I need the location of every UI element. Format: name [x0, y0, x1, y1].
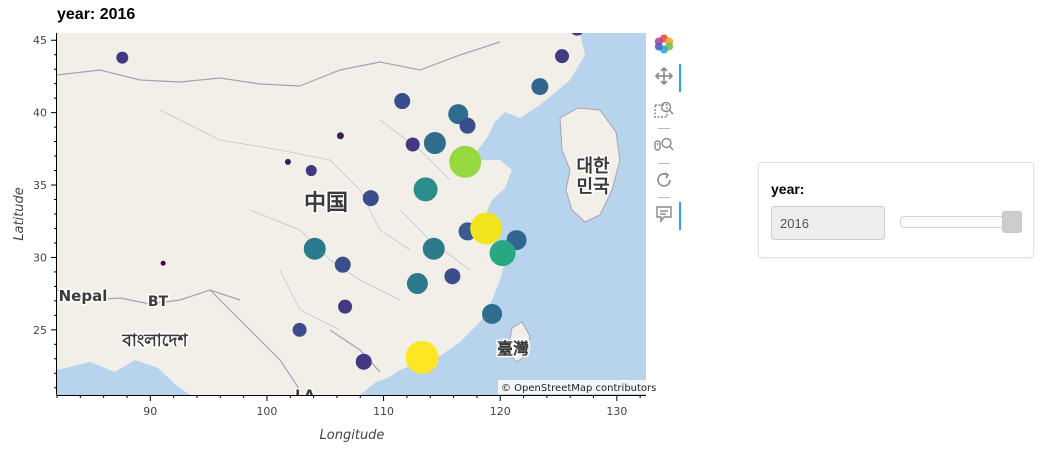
taiwan-landmass: [507, 321, 531, 363]
year-input[interactable]: [771, 206, 885, 240]
data-point: [405, 137, 420, 152]
data-point: [406, 273, 428, 295]
y-axis-ticks: 25 30 35 40 45: [33, 34, 57, 389]
map-label: 대한 민국: [576, 156, 610, 198]
data-point: [482, 303, 503, 324]
data-point: [338, 299, 353, 314]
data-point: [394, 93, 411, 110]
data-point: [459, 117, 476, 134]
x-tick-label: 90: [143, 405, 157, 418]
map-label: Nepal: [59, 287, 108, 305]
bay-of-bengal: [57, 360, 190, 395]
border-lines: [57, 41, 501, 391]
y-tick-label: 40: [33, 107, 47, 120]
map-attribution: © OpenStreetMap contributors: [501, 383, 656, 394]
data-point: [362, 190, 379, 207]
data-point: [334, 256, 351, 273]
y-tick-label: 35: [33, 179, 47, 192]
data-point: [355, 353, 372, 370]
data-point: [405, 340, 439, 374]
map-label: 臺灣: [497, 339, 529, 358]
data-point: [449, 145, 482, 178]
plot-title: year: 2016: [57, 6, 136, 23]
x-tick-label: 130: [606, 405, 627, 418]
scatter-points: [116, 33, 583, 374]
y-tick-label: 25: [33, 324, 47, 337]
x-tick-label: 120: [490, 405, 511, 418]
data-point: [422, 237, 445, 260]
y-axis-label: Latitude: [12, 187, 27, 241]
data-point: [444, 268, 461, 285]
reset-tool-icon[interactable]: [652, 168, 676, 192]
year-slider-handle[interactable]: [1002, 211, 1022, 233]
pan-tool-icon[interactable]: [652, 64, 681, 92]
box-zoom-tool-icon[interactable]: [652, 98, 676, 122]
data-point: [160, 260, 166, 266]
map-label: BT: [148, 294, 169, 310]
x-axis-label: Longitude: [320, 428, 385, 443]
data-point: [571, 33, 583, 36]
x-tick-label: 110: [373, 405, 394, 418]
x-axis-ticks: 90 100 110 120 130: [56, 395, 641, 418]
data-point: [413, 177, 438, 202]
map-label: বাংলাদেশ: [121, 331, 188, 351]
data-point: [116, 51, 129, 64]
y-tick-label: 30: [33, 251, 47, 264]
year-widget: year:: [758, 162, 1034, 258]
data-point: [303, 237, 326, 260]
bokeh-logo-icon[interactable]: [652, 32, 676, 56]
data-point: [531, 78, 549, 96]
attribution-bg: [498, 380, 646, 394]
data-point: [305, 165, 317, 177]
data-point: [284, 158, 291, 165]
data-point: [336, 132, 344, 140]
x-tick-label: 100: [256, 405, 277, 418]
map-label: LA: [295, 388, 315, 404]
wheel-zoom-tool-icon[interactable]: [652, 133, 676, 157]
hover-tool-icon[interactable]: [652, 202, 681, 230]
data-point: [292, 322, 307, 337]
map-labels: 中国 대한 민국 Nepal BT বাংলাদেশ 臺灣 LA: [57, 155, 611, 404]
map-label: 中国: [304, 191, 348, 216]
province-lines: [159, 109, 471, 331]
y-tick-label: 45: [33, 34, 47, 47]
data-point: [470, 212, 503, 245]
korea-landmass: [559, 107, 621, 223]
data-point: [555, 49, 570, 64]
data-point: [423, 132, 446, 155]
widget-label: year:: [771, 181, 805, 197]
map-background: [57, 33, 646, 395]
data-point: [489, 240, 516, 267]
